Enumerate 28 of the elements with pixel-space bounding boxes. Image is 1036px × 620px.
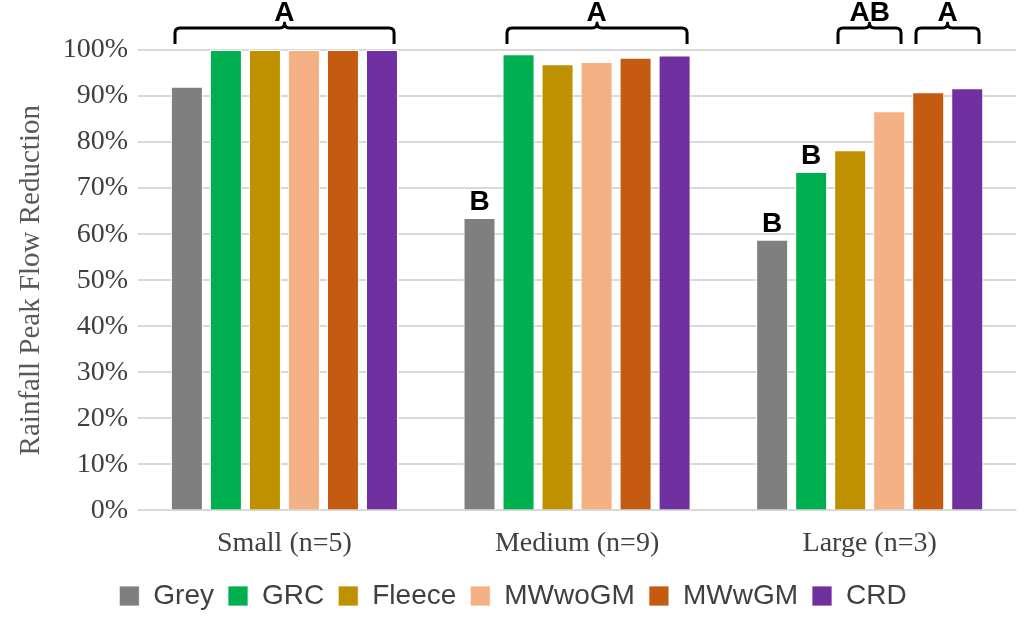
legend-label: MWwGM: [682, 578, 798, 610]
y-tick-label: 60%: [76, 216, 129, 248]
x-tick-label: Small (n=5): [217, 525, 352, 557]
x-tick-label: Medium (n=9): [494, 525, 660, 557]
y-tick-label: 100%: [62, 32, 129, 64]
x-tick-label: Large (n=3): [802, 525, 937, 557]
y-tick-label: 40%: [76, 308, 129, 340]
annotation: B: [762, 206, 783, 238]
legend-label: GRC: [262, 578, 325, 610]
y-tick-label: 30%: [76, 354, 129, 386]
annotation: B: [469, 185, 490, 217]
y-axis-title: Rainfall Peak Flow Reduction: [13, 104, 46, 456]
y-tick-label: 70%: [76, 170, 129, 202]
legend-label: CRD: [846, 578, 907, 610]
y-tick-label: 0%: [90, 492, 129, 524]
y-tick-label: 20%: [76, 400, 129, 432]
text: A: [586, 0, 607, 27]
text: A: [937, 0, 958, 27]
y-tick-label: 50%: [76, 262, 129, 294]
annotation: B: [801, 139, 822, 171]
y-tick-label: 90%: [76, 78, 129, 110]
y-tick-label: 80%: [76, 124, 129, 156]
text: AB: [849, 0, 890, 27]
legend-label: Grey: [153, 578, 215, 610]
legend-label: MWwoGM: [504, 578, 635, 610]
y-tick-label: 10%: [76, 446, 129, 478]
text: A: [274, 0, 295, 27]
legend-label: Fleece: [372, 578, 457, 610]
